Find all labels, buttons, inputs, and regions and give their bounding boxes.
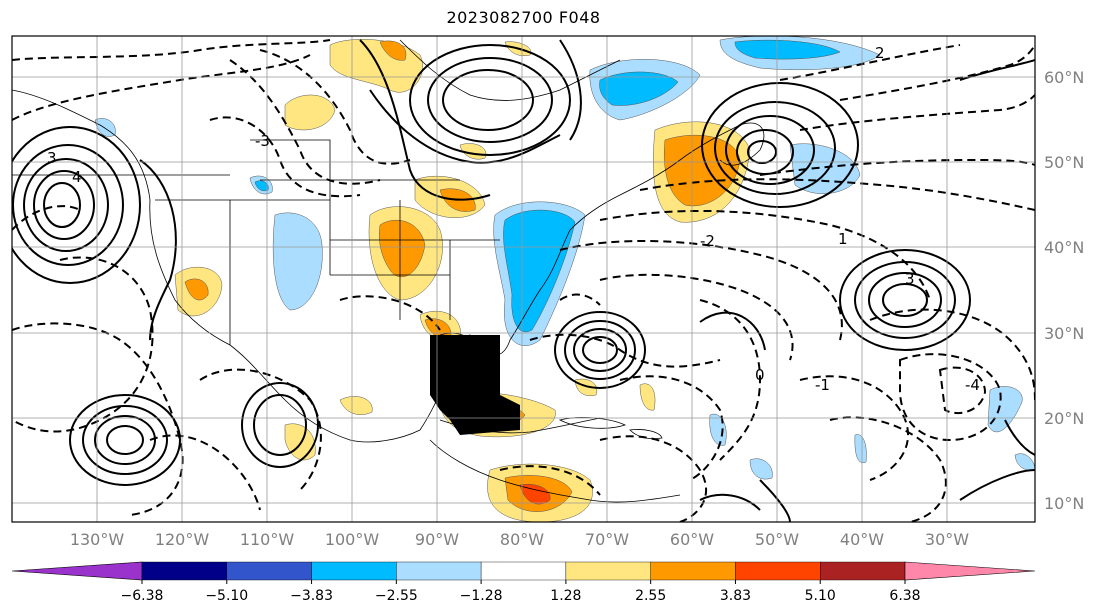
contour-label: 3	[47, 149, 57, 167]
colorbar-tick-label: 3.83	[720, 588, 751, 604]
colorbar-bin	[820, 561, 906, 581]
map-title: 2023082700 F048	[446, 8, 601, 27]
lon-label: 90°W	[415, 530, 459, 549]
stippled-region	[430, 335, 520, 435]
lat-label: 30°N	[1044, 324, 1084, 343]
colorbar-bin	[226, 561, 312, 581]
contour-label: -2	[700, 232, 715, 250]
graticule	[12, 36, 1035, 522]
colorbar-tick-label: −5.10	[205, 588, 248, 604]
lon-label: 40°W	[840, 530, 884, 549]
lon-label: 50°W	[755, 530, 799, 549]
lon-label: 100°W	[325, 530, 380, 549]
map-panel: 3 -3 2 -2 1 -1 0 4 3 -4	[12, 36, 1035, 522]
colorbar-tick-label: 1.28	[550, 588, 581, 604]
colorbar-bin	[311, 561, 397, 581]
lon-label: 70°W	[585, 530, 629, 549]
lat-label: 10°N	[1044, 494, 1084, 513]
lon-label: 60°W	[670, 530, 714, 549]
contour-label: 4	[72, 168, 82, 186]
contour-label: 0	[755, 366, 765, 384]
colorbar-bin	[141, 561, 227, 581]
colorbar-tick-label: 6.38	[889, 588, 920, 604]
latitude-labels: 60°N 50°N 40°N 30°N 20°N 10°N	[1044, 68, 1084, 513]
colorbar-tick-label: −6.38	[121, 588, 164, 604]
lat-label: 20°N	[1044, 409, 1084, 428]
contour-label: -3	[255, 132, 270, 150]
colorbar-bin	[650, 561, 736, 581]
contour-label: -1	[815, 376, 830, 394]
panel-border	[11, 35, 1036, 523]
lon-label: 130°W	[70, 530, 125, 549]
longitude-labels: 130°W 120°W 110°W 100°W 90°W 80°W 70°W 6…	[70, 530, 969, 549]
lat-label: 50°N	[1044, 153, 1084, 172]
solid-contours	[12, 39, 1035, 522]
lat-label: 40°N	[1044, 238, 1084, 257]
colorbar-bin	[735, 561, 821, 581]
colorbar: −6.38 −5.10 −3.83 −2.55 −1.28 1.28 2.55 3.83 5.1…	[11, 561, 1036, 604]
colorbar-tick-label: −1.28	[460, 588, 503, 604]
contour-label: 1	[838, 230, 848, 248]
colorbar-bin	[480, 561, 567, 581]
colorbar-tick-label: −2.55	[375, 588, 418, 604]
lon-label: 110°W	[240, 530, 295, 549]
colorbar-extend-low	[11, 561, 143, 581]
colorbar-tick-label: 5.10	[805, 588, 836, 604]
colorbar-bin	[396, 561, 482, 581]
contour-labels: 3 -3 2 -2 1 -1 0 4 3 -4	[47, 44, 980, 394]
contour-label: 3	[905, 270, 915, 288]
colorbar-tick-label: 2.55	[635, 588, 666, 604]
lon-label: 120°W	[155, 530, 210, 549]
dashed-contours	[12, 39, 1035, 522]
colorbar-bin	[565, 561, 651, 581]
lon-label: 80°W	[500, 530, 544, 549]
colorbar-tick-label: −3.83	[290, 588, 333, 604]
colorbar-extend-high	[904, 561, 1036, 581]
lon-label: 30°W	[925, 530, 969, 549]
contour-label: -4	[965, 376, 980, 394]
shaded-anomalies	[94, 36, 1035, 522]
contour-label: 2	[875, 44, 885, 62]
lat-label: 60°N	[1044, 68, 1084, 87]
